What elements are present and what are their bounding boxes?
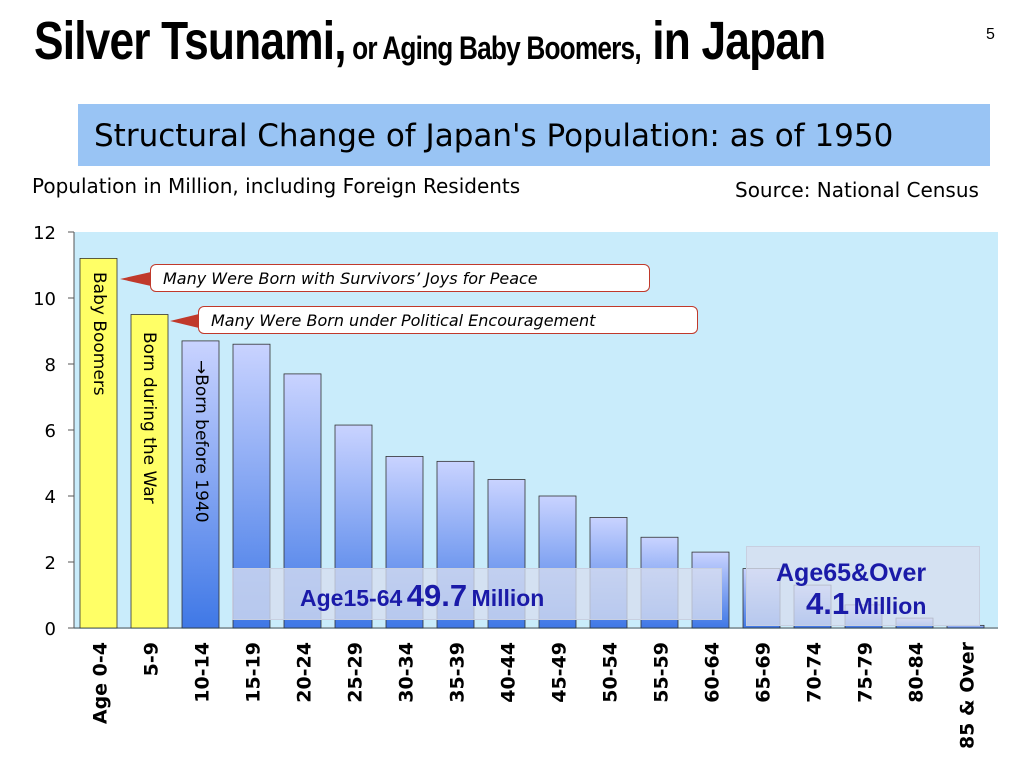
bar-2 xyxy=(181,340,220,629)
elderly-value: 4.1 xyxy=(806,586,850,621)
x-tick-label: 30-34 xyxy=(396,642,418,703)
banner-text: Structural Change of Japan's Population:… xyxy=(94,118,894,154)
y-tick-label: 12 xyxy=(33,223,56,244)
y-tick-label: 4 xyxy=(45,487,56,508)
x-tick-label: 10-14 xyxy=(192,642,214,703)
callout-political-encouragement-pointer xyxy=(170,314,199,328)
x-tick-label: 25-29 xyxy=(345,642,367,703)
working-age-band xyxy=(232,568,722,620)
x-tick-label: 15-19 xyxy=(243,642,265,703)
x-tick-label: 75-79 xyxy=(855,642,877,703)
born-before-1940-label: →Born before 1940 xyxy=(191,360,211,523)
callout-survivors-joy: Many Were Born with Survivors’ Joys for … xyxy=(150,264,650,292)
elderly-summary: 4.1 Million xyxy=(806,586,926,622)
x-tick-label: 55-59 xyxy=(651,642,673,703)
y-tick-label: 2 xyxy=(45,553,56,574)
title-part-3: in Japan xyxy=(640,11,826,71)
chart-subtitle: Population in Million, including Foreign… xyxy=(32,174,521,198)
y-tick-label: 8 xyxy=(45,355,56,376)
bar-1 xyxy=(130,314,169,629)
x-tick-label: Age 0-4 xyxy=(90,642,112,724)
elderly-band xyxy=(746,546,980,626)
slide-title: Silver Tsunami, or Aging Baby Boomers, i… xyxy=(34,10,826,72)
chart-source: Source: National Census xyxy=(735,178,979,202)
title-part-1: Silver Tsunami, xyxy=(34,11,347,71)
x-tick-label: 35-39 xyxy=(447,642,469,703)
callout-survivors-joy-pointer xyxy=(120,272,151,286)
x-tick-label: 20-24 xyxy=(294,642,316,703)
x-tick-label: 70-74 xyxy=(804,642,826,703)
working-age-unit: Million xyxy=(471,585,545,611)
x-tick-label: 40-44 xyxy=(498,642,520,703)
chart-banner: Structural Change of Japan's Population:… xyxy=(78,104,990,166)
x-tick-label: 5-9 xyxy=(141,642,163,676)
x-tick-label: 60-64 xyxy=(702,642,724,703)
elderly-unit: Million xyxy=(853,593,927,619)
x-tick-label: 65-69 xyxy=(753,642,775,703)
title-part-2: or Aging Baby Boomers, xyxy=(345,30,641,66)
callout-political-encouragement: Many Were Born under Political Encourage… xyxy=(198,306,698,334)
x-tick-label: 80-84 xyxy=(906,642,928,703)
x-tick-label: 45-49 xyxy=(549,642,571,703)
x-tick-label: 85 & Over xyxy=(957,641,979,749)
working-age-value: 49.7 xyxy=(406,578,468,613)
y-tick-label: 10 xyxy=(33,289,56,310)
bar-0 xyxy=(79,257,118,629)
elderly-label: Age65&Over xyxy=(776,559,927,587)
page-number: 5 xyxy=(986,26,995,43)
baby-boomers-label: Baby Boomers xyxy=(89,272,109,396)
working-age-label: Age15-64 xyxy=(300,585,403,611)
born-during-war-label: Born during the War xyxy=(139,332,159,504)
working-age-summary: Age15-64 49.7 Million xyxy=(300,578,544,614)
x-tick-label: 50-54 xyxy=(600,642,622,703)
y-tick-label: 6 xyxy=(45,421,56,442)
y-tick-label: 0 xyxy=(45,619,56,640)
